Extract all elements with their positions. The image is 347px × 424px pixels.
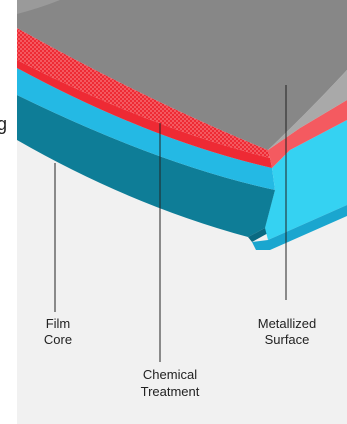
film-core-label-line1: Film [46, 316, 71, 331]
film-core-layer [17, 95, 275, 237]
chemical-treatment-label-line2: Treatment [141, 384, 200, 399]
primer-side-dark [252, 205, 347, 250]
metallized-surface-label-line1: Metallized [258, 316, 317, 331]
chemical-treatment-red [17, 60, 272, 168]
chemical-treatment-side [268, 100, 347, 168]
film-core-label-line2: Core [44, 332, 72, 347]
metallized-top-lip [17, 0, 60, 14]
metallized-surface-label-line2: Surface [265, 332, 310, 347]
cropped-edge-glyph: g [0, 114, 7, 134]
chemical-treatment-label-line1: Chemical [143, 367, 197, 382]
metallized-surface-layer [17, 0, 347, 150]
chemical-treatment-texture [17, 28, 270, 158]
primer-layer [17, 68, 275, 190]
